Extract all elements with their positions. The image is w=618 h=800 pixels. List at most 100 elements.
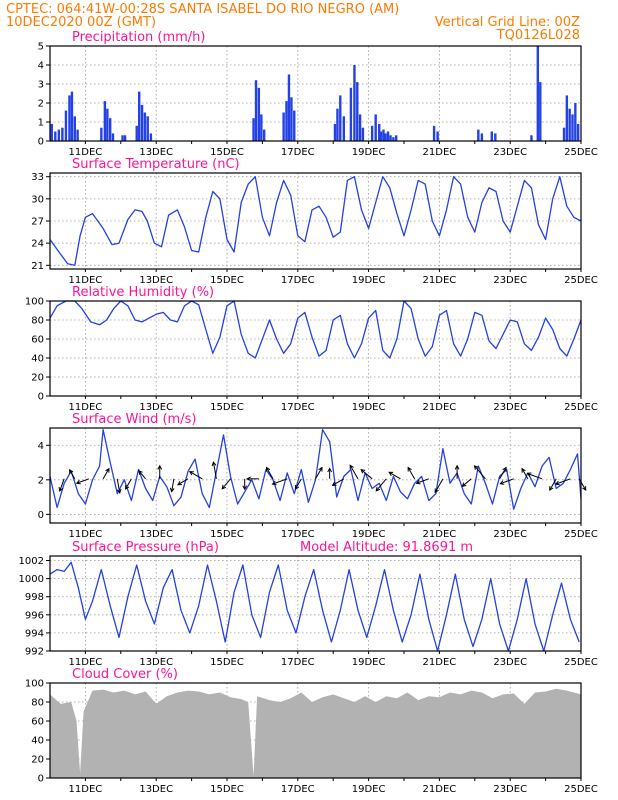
precip-panel: Precipitation (mm/h) 0 1 2 3 4 5 11DEC 13DEC 15D…	[38, 30, 598, 158]
precip-bar	[61, 127, 64, 141]
wind-arrow-head	[211, 461, 217, 467]
wind-arrow-shaft	[527, 473, 543, 480]
y-tick-label: 2	[38, 475, 44, 486]
precip-bar	[287, 74, 291, 141]
x-tick-label: 17DEC	[281, 784, 315, 795]
y-tick-label: 60	[31, 335, 44, 346]
x-tick-label: 13DEC	[139, 784, 173, 795]
wind-arrow	[554, 478, 571, 486]
wind-arrow	[415, 478, 429, 485]
precip-bar	[57, 129, 61, 141]
wind-arrow-head	[434, 488, 439, 494]
wind-arrow	[157, 464, 163, 479]
precip-bar	[389, 135, 392, 141]
wind-arrow-shaft	[102, 468, 110, 480]
x-tick-label: 19DEC	[352, 784, 386, 795]
x-tick-label: 15DEC	[210, 275, 244, 286]
precip-bar	[358, 114, 362, 141]
wind-arrow	[388, 471, 401, 480]
wind-arrow	[271, 478, 288, 486]
header-date: 10DEC2020 00Z (GMT)	[6, 15, 156, 30]
wind-arrow-head	[271, 480, 277, 486]
x-tick-label: 11DEC	[69, 784, 103, 795]
x-tick-label: 15DEC	[210, 147, 244, 158]
wind-arrow	[578, 478, 587, 491]
precip-frame	[49, 45, 582, 142]
x-tick-label: 25DEC	[564, 529, 598, 540]
temp-title: Surface Temperature (nC)	[72, 157, 240, 172]
wind-arrow-shaft	[555, 478, 571, 485]
precip-bar	[477, 129, 480, 141]
y-tick-label: 40	[31, 354, 44, 365]
wind-arrow	[138, 470, 146, 480]
y-tick-label: 27	[31, 217, 44, 228]
x-tick-label: 11DEC	[69, 402, 103, 413]
x-tick-label: 15DEC	[210, 402, 244, 413]
x-tick-label: 25DEC	[564, 147, 598, 158]
precip-bar	[285, 101, 288, 141]
precip-bar	[111, 133, 115, 141]
y-tick-label: 33	[31, 172, 44, 183]
wind-arrow-shaft	[76, 478, 90, 484]
wind-arrow	[526, 472, 543, 480]
header-grid-line: Vertical Grid Line: 00Z	[435, 15, 580, 30]
wind-arrow-head	[242, 485, 248, 491]
x-tick-label: 13DEC	[139, 529, 173, 540]
y-tick-label: 80	[31, 316, 44, 327]
wind-arrow-shaft	[171, 478, 175, 492]
precip-bar	[149, 133, 153, 141]
wind-arrow-shaft	[138, 470, 146, 480]
wind-arrow	[407, 466, 416, 480]
y-tick-label: 992	[25, 647, 44, 658]
precip-bar	[262, 129, 266, 141]
wind-arrow	[177, 478, 189, 486]
x-tick-label: 15DEC	[210, 784, 244, 795]
precip-bar	[382, 129, 385, 141]
precip-bar	[574, 103, 577, 141]
wind-arrow-shaft	[407, 467, 416, 480]
wind-arrow-head	[360, 468, 366, 474]
wind-arrow	[331, 478, 345, 486]
wind-arrow-head	[415, 479, 421, 485]
wind-arrow	[521, 467, 529, 480]
y-tick-label: 2	[38, 99, 44, 110]
wind-arrow-shaft	[59, 478, 65, 492]
wind-line	[49, 429, 582, 510]
wind-panel: Surface Wind (m/s) 0 2 4 11DEC 13DEC 15DEC 17D…	[38, 412, 598, 540]
wind-arrow	[473, 465, 486, 480]
wind-arrow	[169, 478, 175, 493]
pressure-title: Surface Pressure (hPa)	[72, 540, 219, 555]
precip-bar	[108, 118, 112, 141]
precip-title: Precipitation (mm/h)	[72, 30, 205, 45]
y-tick-label: 20	[31, 373, 44, 384]
x-tick-label: 19DEC	[352, 529, 386, 540]
x-tick-label: 25DEC	[564, 275, 598, 286]
x-tick-label: 25DEC	[564, 784, 598, 795]
wind-arrow	[434, 478, 444, 494]
wind-arrow-head	[582, 486, 587, 491]
wind-arrow-head	[294, 484, 300, 490]
temp-line	[49, 176, 582, 266]
wind-arrow-head	[318, 466, 323, 472]
temp-panel: Surface Temperature (nC) 21 24 27 30 33 11DEC…	[31, 157, 598, 286]
wind-arrow	[242, 478, 248, 491]
y-tick-label: 60	[31, 717, 44, 728]
wind-arrow	[499, 466, 507, 480]
precip-bar	[333, 123, 337, 141]
x-tick-label: 25DEC	[564, 657, 598, 668]
precip-bar	[356, 82, 359, 141]
y-tick-label: 3	[38, 80, 44, 91]
precip-bar	[379, 131, 383, 141]
rh-title: Relative Humidity (%)	[72, 285, 214, 300]
wind-arrow	[549, 478, 557, 491]
wind-arrow-shaft	[177, 478, 189, 486]
y-tick-label: 30	[31, 194, 44, 205]
wind-arrow-shaft	[221, 478, 231, 490]
wind-arrow	[461, 478, 472, 488]
wind-arrow	[116, 478, 122, 494]
wind-arrow-head	[188, 471, 194, 476]
model-altitude-label: Model Altitude: 91.8691 m	[300, 540, 473, 555]
precip-bar	[386, 131, 390, 141]
precip-bar	[568, 108, 571, 141]
wind-arrow-shaft	[69, 469, 76, 480]
